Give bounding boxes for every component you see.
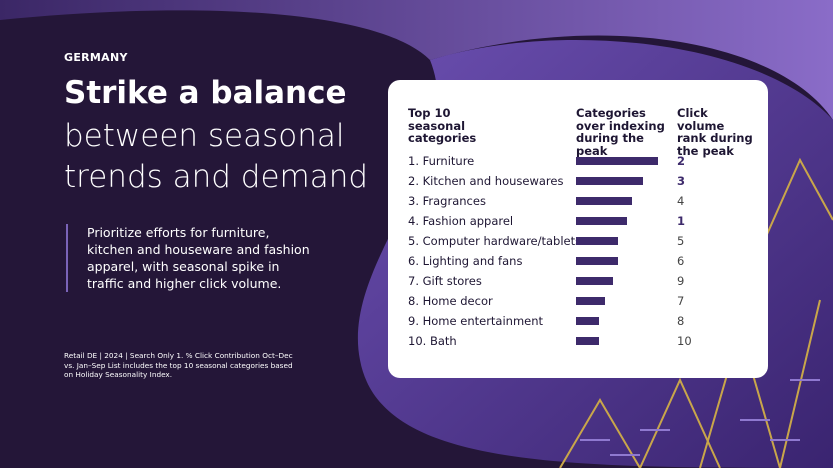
category-label: 9. Home entertainment (408, 314, 544, 328)
rank-value: 6 (677, 254, 685, 268)
bar (576, 217, 627, 225)
rank-value: 4 (677, 194, 685, 208)
title-line: between seasonal (64, 118, 345, 154)
title-line: Strike a balance (64, 75, 347, 111)
bar (576, 337, 599, 345)
column-header: Top 10 seasonal categories (408, 106, 477, 145)
rank-value: 7 (677, 294, 685, 308)
country-label: GERMANY (64, 51, 128, 64)
category-label: 10. Bath (408, 334, 457, 348)
rank-value: 9 (677, 274, 685, 288)
bar (576, 317, 599, 325)
bar (576, 177, 643, 185)
column-header: Categories over indexing during the peak (576, 106, 665, 158)
rank-value: 3 (677, 174, 686, 188)
bar (576, 297, 605, 305)
category-label: 7. Gift stores (408, 274, 482, 288)
category-label: 6. Lighting and fans (408, 254, 523, 268)
table-card: Top 10 seasonal categories Categories ov… (388, 80, 768, 378)
bar (576, 157, 658, 165)
bar (576, 197, 632, 205)
category-label: 4. Fashion apparel (408, 214, 514, 228)
category-label: 8. Home decor (408, 294, 493, 308)
bar (576, 237, 618, 245)
bar (576, 277, 613, 285)
category-label: 2. Kitchen and housewares (408, 174, 564, 188)
category-label: 3. Fragrances (408, 194, 486, 208)
rank-value: 10 (677, 334, 692, 348)
footnote: Retail DE | 2024 | Search Only 1. % Clic… (64, 351, 293, 379)
rank-value: 1 (677, 214, 686, 228)
rank-value: 5 (677, 234, 685, 248)
title-line: trends and demand (64, 159, 369, 195)
rank-value: 2 (677, 154, 686, 168)
column-header: Click volume rank during the peak (677, 106, 753, 158)
category-label: 5. Computer hardware/tablets (408, 234, 582, 248)
rank-value: 8 (677, 314, 685, 328)
category-label: 1. Furniture (408, 154, 475, 168)
bar (576, 257, 618, 265)
body-text: Prioritize efforts for furniture, kitche… (66, 224, 319, 292)
